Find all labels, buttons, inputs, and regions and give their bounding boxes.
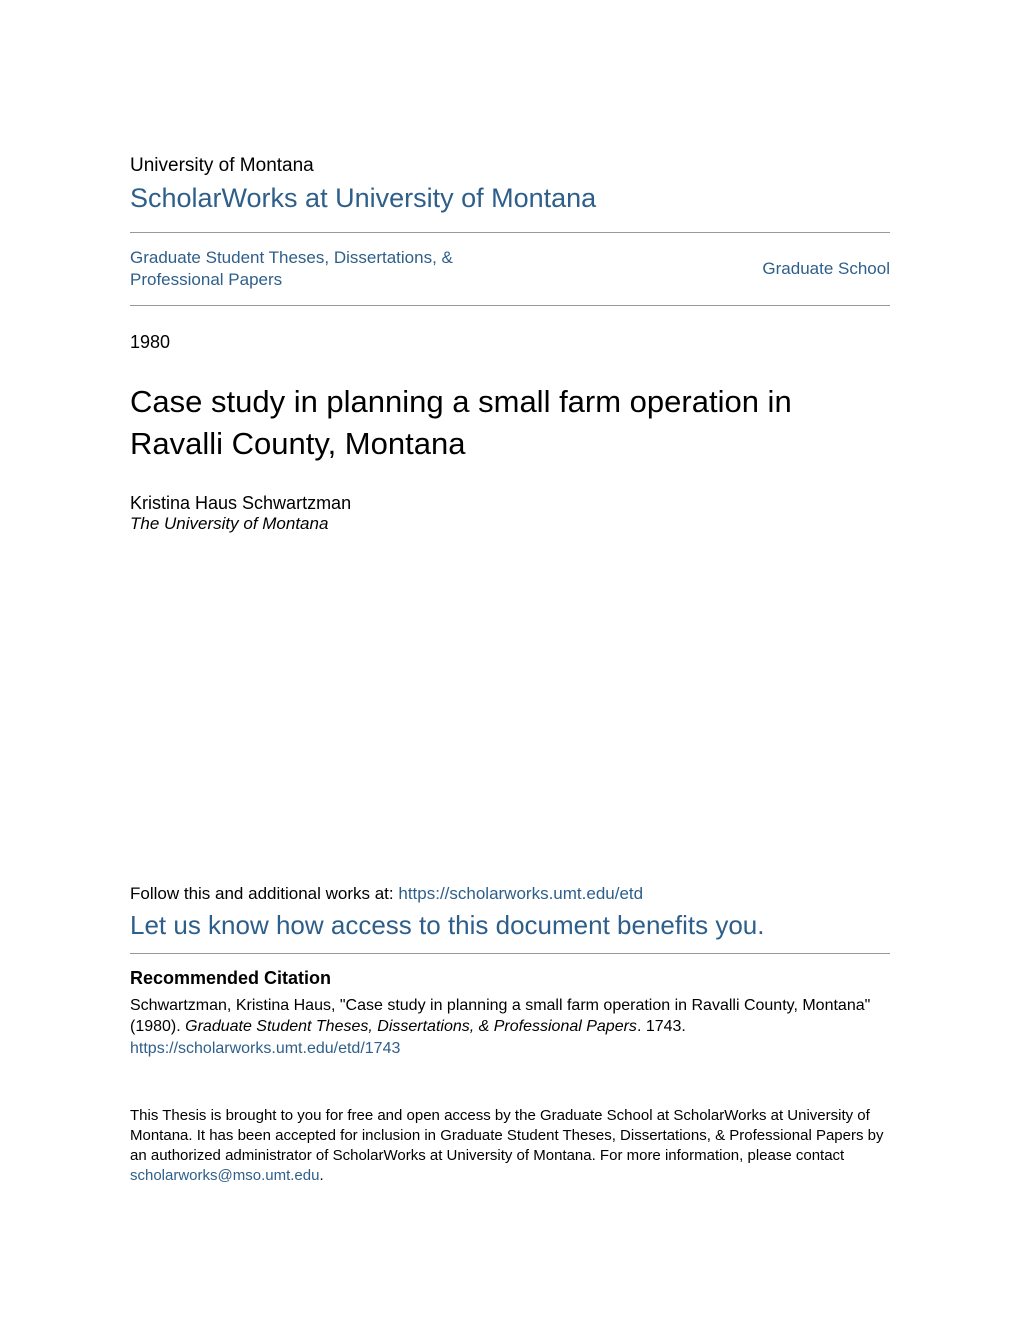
citation-source: Graduate Student Theses, Dissertations, …: [185, 1018, 637, 1035]
author-name: Kristina Haus Schwartzman: [130, 493, 890, 514]
citation-section: Recommended Citation Schwartzman, Kristi…: [130, 968, 890, 1060]
citation-url-link[interactable]: https://scholarworks.umt.edu/etd/1743: [130, 1040, 400, 1057]
repository-link[interactable]: ScholarWorks at University of Montana: [130, 183, 890, 214]
institution-name: University of Montana: [130, 155, 890, 177]
document-header: University of Montana ScholarWorks at Un…: [130, 155, 890, 306]
footer-suffix: .: [319, 1167, 323, 1184]
citation-suffix: . 1743.: [637, 1018, 686, 1035]
follow-section: Follow this and additional works at: htt…: [130, 884, 890, 954]
follow-url-link[interactable]: https://scholarworks.umt.edu/etd: [398, 884, 643, 903]
citation-body: Schwartzman, Kristina Haus, "Case study …: [130, 995, 890, 1060]
breadcrumb-divider: [130, 305, 890, 306]
survey-link[interactable]: Let us know how access to this document …: [130, 910, 890, 941]
school-link[interactable]: Graduate School: [762, 259, 890, 279]
publication-year: 1980: [130, 332, 890, 353]
follow-text: Follow this and additional works at: htt…: [130, 884, 890, 904]
collection-link[interactable]: Graduate Student Theses, Dissertations, …: [130, 247, 500, 291]
follow-divider: [130, 953, 890, 954]
document-title: Case study in planning a small farm oper…: [130, 381, 890, 465]
footer-disclaimer: This Thesis is brought to you for free a…: [130, 1106, 890, 1187]
citation-heading: Recommended Citation: [130, 968, 890, 989]
author-affiliation: The University of Montana: [130, 514, 890, 534]
author-block: Kristina Haus Schwartzman The University…: [130, 493, 890, 534]
breadcrumb-row: Graduate Student Theses, Dissertations, …: [130, 233, 890, 305]
contact-email-link[interactable]: scholarworks@mso.umt.edu: [130, 1167, 319, 1184]
footer-prefix: This Thesis is brought to you for free a…: [130, 1107, 884, 1165]
follow-prefix: Follow this and additional works at:: [130, 884, 398, 903]
